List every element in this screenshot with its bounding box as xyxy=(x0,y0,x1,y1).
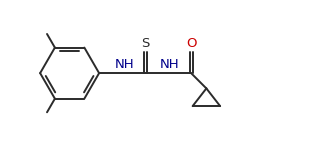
Text: S: S xyxy=(141,37,149,50)
Text: NH: NH xyxy=(160,58,180,71)
Text: O: O xyxy=(186,37,196,50)
Text: NH: NH xyxy=(114,58,134,71)
